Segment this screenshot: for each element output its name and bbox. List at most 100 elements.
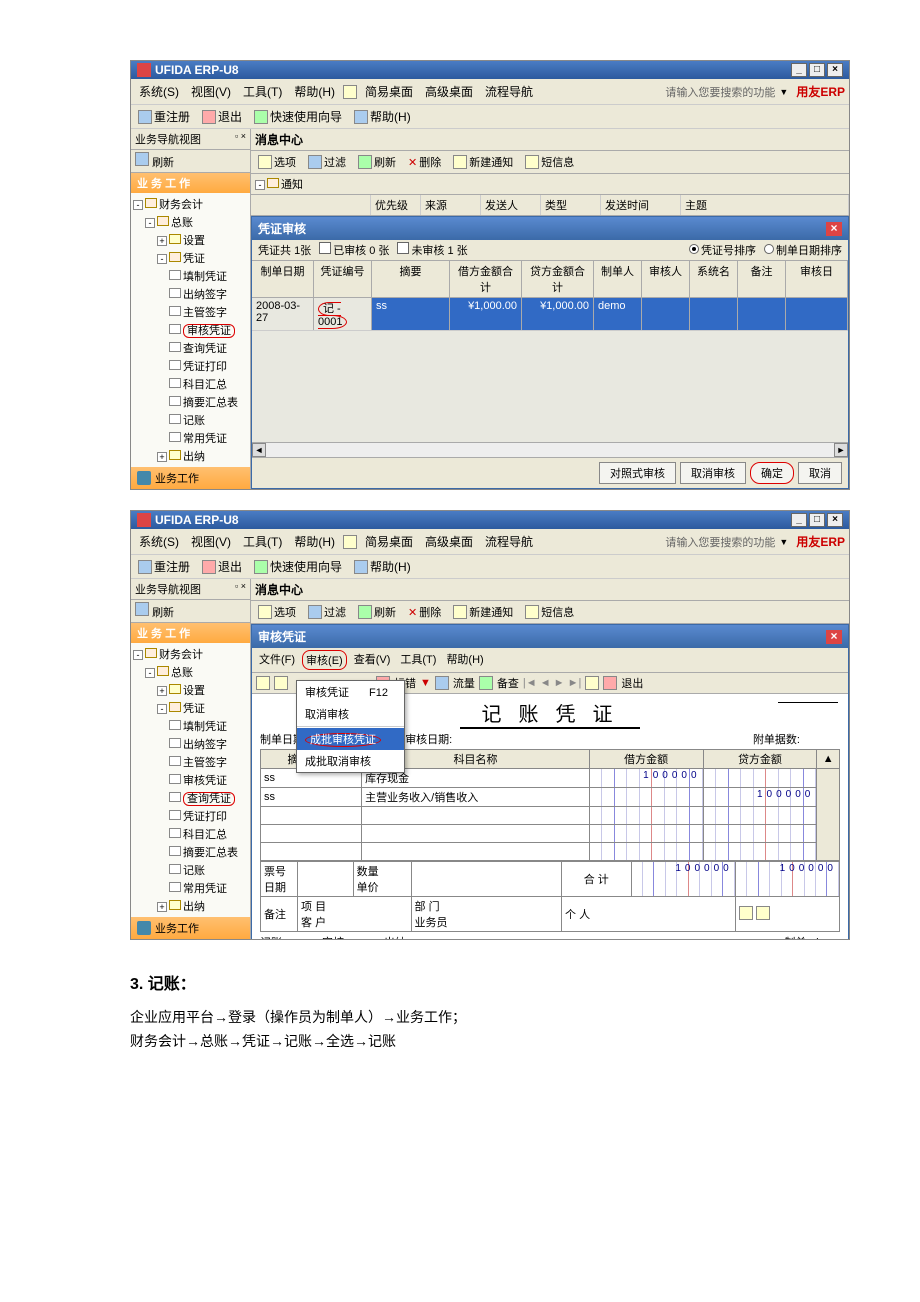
- exit-button[interactable]: 退出: [199, 107, 245, 126]
- msg-filter[interactable]: 过滤: [305, 153, 349, 171]
- maximize-button[interactable]: □: [809, 63, 825, 77]
- msg-delete[interactable]: ✕删除: [405, 153, 444, 171]
- grid-scrollbar[interactable]: ◄►: [252, 442, 848, 457]
- dropdown-batch-cancel[interactable]: 成批取消审核: [297, 750, 404, 772]
- filter-row: 凭证共 1张 已审核 0 张 未审核 1 张 凭证号排序 制单日期排序: [252, 240, 848, 261]
- panel-close-button[interactable]: ×: [826, 630, 842, 644]
- wizard-button[interactable]: 快速使用向导: [251, 107, 345, 126]
- sidebar-footer[interactable]: 业务工作: [131, 467, 250, 489]
- tree-subject-sum[interactable]: 科目汇总: [183, 379, 227, 391]
- backup-icon[interactable]: [479, 676, 493, 690]
- minimize-button[interactable]: _: [791, 63, 807, 77]
- search-placeholder[interactable]: 请输入您要搜索的功能: [665, 84, 775, 100]
- grid-row[interactable]: 2008-03-27 记 - 0001 ss ¥1,000.00 ¥1,000.…: [252, 298, 848, 331]
- nav-tab[interactable]: 业务导航视图▫ ×: [131, 579, 250, 600]
- close-button[interactable]: ×: [827, 63, 843, 77]
- dropdown-cancel[interactable]: 取消审核: [297, 703, 404, 725]
- msg-new[interactable]: 新建通知: [450, 153, 516, 171]
- msg-new[interactable]: 新建通知: [450, 603, 516, 621]
- nav-tab[interactable]: 业务导航视图▫ ×: [131, 129, 250, 150]
- menu-simple-desktop[interactable]: 简易桌面: [361, 81, 417, 102]
- menu-simple-desktop[interactable]: 简易桌面: [361, 531, 417, 552]
- tree-make-voucher[interactable]: 填制凭证: [183, 271, 227, 283]
- menu-help[interactable]: 帮助(H): [290, 531, 339, 552]
- panel-close-button[interactable]: ×: [826, 222, 842, 236]
- tree-setup[interactable]: 设置: [183, 235, 205, 247]
- dropdown-audit[interactable]: 审核凭证F12: [297, 681, 404, 703]
- cancel-button[interactable]: 取消: [798, 462, 842, 484]
- menu-view[interactable]: 视图(V): [187, 531, 235, 552]
- menu-adv-desktop[interactable]: 高级桌面: [421, 81, 477, 102]
- tree-print-voucher[interactable]: 凭证打印: [183, 361, 227, 373]
- vmenu-help[interactable]: 帮助(H): [443, 650, 486, 670]
- menu-system[interactable]: 系统(S): [135, 81, 183, 102]
- extra-icon[interactable]: [756, 906, 770, 920]
- refresh-button[interactable]: 刷新: [131, 600, 250, 623]
- tree-voucher[interactable]: 凭证: [183, 253, 205, 265]
- sort-by-no-radio[interactable]: [689, 244, 699, 254]
- tree-summary-sum[interactable]: 摘要汇总表: [183, 397, 238, 409]
- voucher-no-circled: 记 - 0001: [318, 302, 347, 329]
- lookup-icon[interactable]: [739, 906, 753, 920]
- msg-options[interactable]: 选项: [255, 603, 299, 621]
- msg-sms[interactable]: 短信息: [522, 603, 577, 621]
- msg-options[interactable]: 选项: [255, 153, 299, 171]
- tree-manager-sign[interactable]: 主管签字: [183, 307, 227, 319]
- rereg-button[interactable]: 重注册: [135, 107, 193, 126]
- msg-toolbar: 选项 过滤 刷新 ✕删除 新建通知 短信息: [251, 151, 849, 174]
- msg-filter[interactable]: 过滤: [305, 603, 349, 621]
- menu-adv-desktop[interactable]: 高级桌面: [421, 531, 477, 552]
- vmenu-tools[interactable]: 工具(T): [397, 650, 439, 670]
- vmenu-view[interactable]: 查看(V): [351, 650, 394, 670]
- tree-audit-voucher[interactable]: 审核凭证: [183, 324, 235, 338]
- msg-refresh[interactable]: 刷新: [355, 603, 399, 621]
- menu-tools[interactable]: 工具(T): [239, 531, 286, 552]
- minimize-button[interactable]: _: [791, 513, 807, 527]
- msg-sms[interactable]: 短信息: [522, 153, 577, 171]
- rereg-button[interactable]: 重注册: [135, 557, 193, 576]
- voucher-row[interactable]: ss 主营业务收入/销售收入 100000: [261, 788, 840, 807]
- tree-cashier-sign[interactable]: 出纳签字: [183, 289, 227, 301]
- cancel-audit-button[interactable]: 取消审核: [680, 462, 746, 484]
- wizard-button[interactable]: 快速使用向导: [251, 557, 345, 576]
- tree-gl[interactable]: 总账: [171, 217, 193, 229]
- sidebar-footer[interactable]: 业务工作: [131, 917, 250, 939]
- checked-checkbox[interactable]: [319, 242, 331, 254]
- confirm-button[interactable]: 确定: [750, 462, 794, 484]
- flow-icon[interactable]: [435, 676, 449, 690]
- refresh-button[interactable]: 刷新: [131, 150, 250, 173]
- vmenu-audit[interactable]: 审核(E): [302, 650, 347, 670]
- tree-query-voucher[interactable]: 查询凭证: [183, 343, 227, 355]
- tree-query-voucher-highlighted[interactable]: 查询凭证: [183, 792, 235, 806]
- preview-icon[interactable]: [274, 676, 288, 690]
- menu-help[interactable]: 帮助(H): [290, 81, 339, 102]
- menu-flow-nav[interactable]: 流程导航: [481, 531, 537, 552]
- wizard-icon: [254, 110, 268, 124]
- help-button[interactable]: 帮助(H): [351, 107, 414, 126]
- tree-cashier[interactable]: 出纳: [183, 451, 205, 463]
- tree-book[interactable]: 记账: [183, 415, 205, 427]
- tree-finance[interactable]: 财务会计: [159, 199, 203, 211]
- maximize-button[interactable]: □: [809, 513, 825, 527]
- menu-flow-nav[interactable]: 流程导航: [481, 81, 537, 102]
- compare-audit-button[interactable]: 对照式审核: [599, 462, 676, 484]
- search-placeholder[interactable]: 请输入您要搜索的功能: [665, 534, 775, 550]
- vmenu-file[interactable]: 文件(F): [256, 650, 298, 670]
- titlebar-2: UFIDA ERP-U8 _ □ ×: [131, 511, 849, 529]
- close-button[interactable]: ×: [827, 513, 843, 527]
- tree-toggle[interactable]: -: [133, 200, 143, 210]
- msg-refresh[interactable]: 刷新: [355, 153, 399, 171]
- msg-delete[interactable]: ✕删除: [405, 603, 444, 621]
- sort-by-date-radio[interactable]: [764, 244, 774, 254]
- menu-view[interactable]: 视图(V): [187, 81, 235, 102]
- menu-tools[interactable]: 工具(T): [239, 81, 286, 102]
- dropdown-batch-audit[interactable]: 成批审核凭证: [297, 728, 404, 750]
- print-icon[interactable]: [256, 676, 270, 690]
- notice-tab[interactable]: 通知: [281, 179, 303, 191]
- help-button[interactable]: 帮助(H): [351, 557, 414, 576]
- unchecked-checkbox[interactable]: [397, 242, 409, 254]
- exit-button[interactable]: 退出: [199, 557, 245, 576]
- menu-system[interactable]: 系统(S): [135, 531, 183, 552]
- exit-icon[interactable]: [603, 676, 617, 690]
- tree-common-voucher[interactable]: 常用凭证: [183, 433, 227, 445]
